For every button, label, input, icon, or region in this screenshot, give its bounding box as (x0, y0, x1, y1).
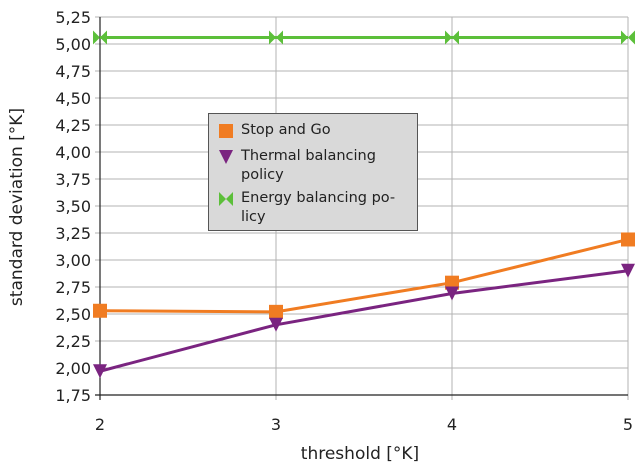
data-point (445, 30, 459, 45)
y-tick-label: 4,00 (55, 143, 91, 162)
y-tick-label: 2,75 (55, 278, 91, 297)
y-tick-label: 5,25 (55, 8, 91, 27)
series-line (99, 269, 629, 373)
legend-label: Energy balancing po- licy (241, 190, 396, 225)
legend-label: Stop and Go (241, 122, 331, 138)
y-axis-label: standard deviation [°K] (7, 108, 27, 306)
data-point (269, 304, 283, 319)
series-stop-and-go (93, 232, 635, 319)
series-lines (93, 30, 635, 379)
x-tick-label: 3 (271, 415, 281, 434)
x-tick-label: 2 (95, 415, 105, 434)
y-tick-label: 3,50 (55, 197, 91, 216)
x-tick-label: 4 (447, 415, 457, 434)
series-energy-balancing-policy (93, 30, 635, 45)
y-tick-label: 2,50 (55, 305, 91, 324)
triangle-down-marker-icon (219, 150, 233, 164)
y-tick-label: 1,75 (55, 386, 91, 405)
data-point (621, 263, 635, 278)
data-point (93, 364, 107, 379)
axes (95, 17, 628, 400)
series-line (99, 238, 629, 314)
y-tick-label: 5,00 (55, 35, 91, 54)
data-point (445, 275, 459, 290)
y-tick-label: 3,25 (55, 224, 91, 243)
legend: Stop and Go Thermal balancing policy Ene… (208, 113, 418, 231)
x-tick-label: 5 (623, 415, 633, 434)
y-tick-label: 3,75 (55, 170, 91, 189)
data-point (93, 303, 107, 318)
y-tick-label: 3,00 (55, 251, 91, 270)
data-point (445, 286, 459, 301)
square-marker-icon (219, 124, 233, 138)
data-point (93, 30, 107, 45)
data-point (621, 30, 635, 45)
data-point (269, 317, 283, 332)
legend-label: Thermal balancing policy (241, 148, 376, 183)
data-point (621, 232, 635, 247)
y-tick-label: 2,25 (55, 332, 91, 351)
data-point (269, 30, 283, 45)
series-thermal-balancing-policy (93, 263, 635, 379)
x-tick-labels: 2 3 4 5 (95, 415, 633, 434)
x-axis-label: threshold [°K] (301, 444, 419, 464)
grid-lines (95, 16, 629, 400)
y-tick-labels: 1,75 2,00 2,25 2,50 2,75 3,00 3,25 3,50 3,75 4,00… (55, 8, 91, 405)
y-tick-label: 2,00 (55, 359, 91, 378)
y-tick-label: 4,50 (55, 89, 91, 108)
bowtie-marker-icon (219, 192, 233, 206)
y-tick-label: 4,25 (55, 116, 91, 135)
y-tick-label: 4,75 (55, 62, 91, 81)
